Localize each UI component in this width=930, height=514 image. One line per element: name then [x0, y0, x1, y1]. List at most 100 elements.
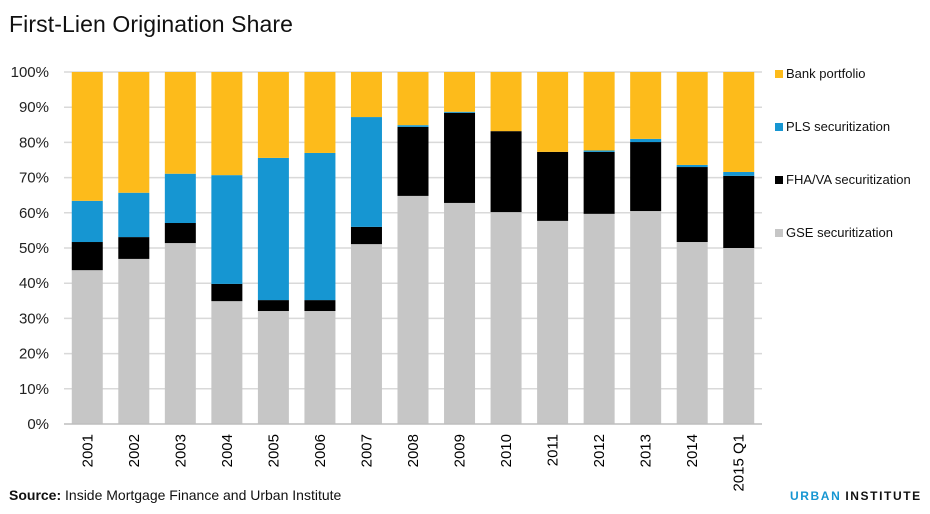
bar-stack-2010 [490, 72, 522, 424]
legend-swatch [775, 69, 783, 78]
x-tick-label: 2002 [126, 434, 143, 467]
bar-stack-2014 [676, 72, 708, 424]
bar-fha-va-securitization [490, 131, 522, 213]
bar-fha-va-securitization [630, 142, 662, 212]
bars [71, 72, 755, 424]
bar-stack-2007 [350, 72, 382, 424]
bar-gse-securitization [397, 195, 429, 424]
x-tick-label: 2009 [452, 434, 469, 467]
bar-bank-portfolio [71, 72, 103, 201]
x-tick-label: 2006 [312, 434, 329, 467]
x-tick-label: 2001 [79, 434, 96, 467]
legend-item: Bank portfolio [775, 66, 866, 81]
bar-fha-va-securitization [583, 151, 615, 214]
bar-stack-2005 [257, 72, 289, 424]
legend-item: GSE securitization [775, 225, 893, 240]
legend-label: Bank portfolio [786, 66, 866, 81]
bar-fha-va-securitization [71, 242, 103, 271]
bar-gse-securitization [676, 242, 708, 424]
bar-bank-portfolio [350, 72, 382, 118]
source-label: Source: [9, 487, 62, 503]
bar-stack-2001 [71, 72, 103, 424]
x-axis-ticks: 2001 2002 2003 2004 2005 2006 2007 2008 2009 2010… [79, 434, 747, 492]
legend-swatch [775, 228, 783, 237]
legend-item: FHA/VA securitization [775, 172, 911, 187]
bar-bank-portfolio [397, 72, 429, 126]
x-tick-label: 2007 [358, 434, 375, 467]
y-tick-label: 60% [19, 205, 49, 222]
x-tick-label: 2004 [219, 434, 236, 467]
bar-stack-2006 [304, 72, 336, 424]
bar-pls-securitization [350, 117, 382, 227]
legend-swatch [775, 175, 783, 184]
bar-bank-portfolio [118, 72, 150, 193]
bar-gse-securitization [118, 258, 150, 424]
bar-fha-va-securitization [257, 300, 289, 312]
y-tick-label: 0% [27, 416, 49, 433]
bar-pls-securitization [211, 175, 243, 284]
bar-pls-securitization [71, 200, 103, 243]
bar-pls-securitization [304, 152, 336, 301]
bar-stack-2015-q1 [723, 72, 755, 424]
y-tick-label: 40% [19, 275, 49, 292]
bar-pls-securitization [444, 111, 476, 113]
bar-stack-2003 [164, 72, 196, 424]
x-tick-label: 2005 [265, 434, 282, 467]
y-tick-label: 90% [19, 99, 49, 116]
y-tick-label: 30% [19, 310, 49, 327]
bar-pls-securitization [257, 157, 289, 301]
bar-stack-2013 [630, 72, 662, 424]
legend-item: PLS securitization [775, 119, 890, 134]
x-tick-label: 2011 [545, 434, 562, 466]
brand-part-institute: INSTITUTE [845, 489, 922, 503]
bar-bank-portfolio [630, 72, 662, 139]
bar-fha-va-securitization [723, 175, 755, 248]
bar-fha-va-securitization [211, 283, 243, 302]
bar-gse-securitization [723, 248, 755, 424]
bar-stack-2011 [537, 72, 569, 424]
chart-title: First-Lien Origination Share [9, 11, 294, 37]
bar-bank-portfolio [444, 72, 476, 112]
bar-fha-va-securitization [397, 126, 429, 196]
bar-gse-securitization [583, 213, 615, 424]
bar-stack-2008 [397, 72, 429, 424]
bar-fha-va-securitization [444, 112, 476, 203]
brand-part-urban: URBAN [790, 489, 842, 503]
bar-pls-securitization [164, 173, 196, 224]
legend-swatch [775, 122, 783, 131]
bar-bank-portfolio [164, 72, 196, 174]
bar-fha-va-securitization [350, 226, 382, 245]
urban-institute-logo: URBAN INSTITUTE [790, 489, 922, 503]
x-tick-label: 2014 [684, 434, 701, 467]
y-tick-label: 50% [19, 240, 49, 257]
bar-gse-securitization [211, 301, 243, 424]
bar-stack-2012 [583, 72, 615, 424]
bar-bank-portfolio [304, 72, 336, 153]
y-tick-label: 80% [19, 134, 49, 151]
bar-pls-securitization [397, 125, 429, 127]
x-tick-label: 2015 Q1 [731, 434, 748, 492]
x-tick-label: 2013 [638, 434, 655, 467]
bar-stack-2009 [444, 72, 476, 424]
legend-label: FHA/VA securitization [786, 172, 911, 187]
bar-bank-portfolio [723, 72, 755, 172]
y-tick-label: 70% [19, 170, 49, 187]
bar-gse-securitization [71, 270, 103, 424]
x-tick-label: 2010 [498, 434, 515, 467]
bar-gse-securitization [257, 311, 289, 424]
x-tick-label: 2008 [405, 434, 422, 467]
bar-bank-portfolio [583, 72, 615, 151]
x-tick-label: 2003 [172, 434, 189, 467]
bar-fha-va-securitization [537, 151, 569, 221]
bar-gse-securitization [490, 212, 522, 424]
bar-bank-portfolio [490, 72, 522, 132]
bar-bank-portfolio [257, 72, 289, 158]
bar-bank-portfolio [211, 72, 243, 176]
bar-gse-securitization [444, 202, 476, 424]
bar-pls-securitization [676, 164, 708, 168]
bar-gse-securitization [164, 243, 196, 424]
bar-fha-va-securitization [164, 223, 196, 244]
bar-stack-2004 [211, 72, 243, 424]
bar-pls-securitization [630, 138, 662, 143]
